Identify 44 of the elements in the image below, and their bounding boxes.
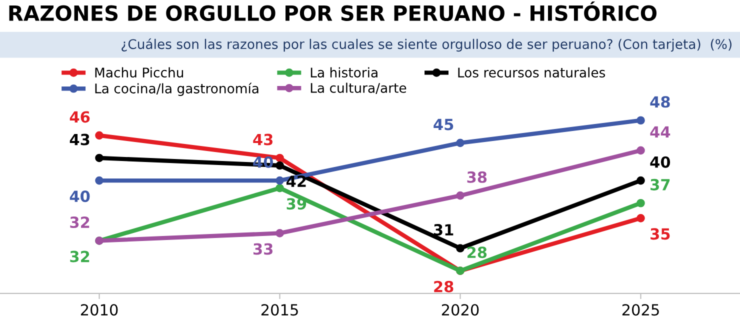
x-tick-label: 2010	[80, 304, 118, 316]
data-label: 40	[70, 190, 90, 202]
point	[636, 176, 645, 185]
point	[276, 229, 284, 238]
data-label: 48	[650, 96, 670, 108]
data-label: 35	[650, 228, 670, 240]
legend-label: La cocina/la gastronomía	[95, 82, 258, 96]
point	[276, 161, 284, 170]
data-label: 38	[467, 171, 487, 183]
point	[95, 154, 104, 162]
point	[636, 116, 645, 125]
point	[95, 131, 104, 140]
point	[276, 154, 284, 162]
point	[276, 176, 284, 185]
x-tick-label: 2025	[622, 304, 659, 316]
point	[456, 191, 464, 200]
chart-subtitle: ¿Cuáles son las razones por las cuales se siente orgulloso de ser peruano? (Con tarjeta) (%)	[122, 38, 732, 52]
data-label: 40	[650, 156, 670, 168]
point	[636, 214, 645, 222]
chart-title: RAZONES DE ORGULLO POR SER PERUANO - HISTÓRICO	[9, 1, 657, 22]
data-label: 32	[70, 250, 90, 262]
data-label: 44	[650, 126, 670, 138]
data-label: 46	[70, 111, 90, 123]
data-label: 43	[253, 134, 273, 146]
point	[456, 244, 464, 252]
x-tick-label: 2020	[442, 304, 479, 316]
x-tick-label: 2015	[261, 304, 298, 316]
data-label: 43	[70, 134, 90, 146]
point	[276, 184, 284, 192]
legend-label: La cultura/arte	[310, 82, 406, 94]
legend-label: Los recursos naturales	[458, 67, 606, 78]
point	[95, 176, 104, 185]
legend-label: La historia	[310, 67, 378, 78]
point	[636, 146, 645, 155]
point	[636, 198, 645, 208]
legend-label: Machu Picchu	[95, 67, 184, 78]
data-label: 37	[650, 178, 670, 190]
data-label: 31	[434, 224, 454, 236]
data-label: 28	[467, 246, 487, 258]
data-label: 33	[253, 243, 273, 255]
data-label: 32	[70, 216, 90, 228]
point	[456, 138, 464, 148]
data-label: 28	[434, 280, 454, 292]
data-label: 45	[434, 118, 454, 130]
